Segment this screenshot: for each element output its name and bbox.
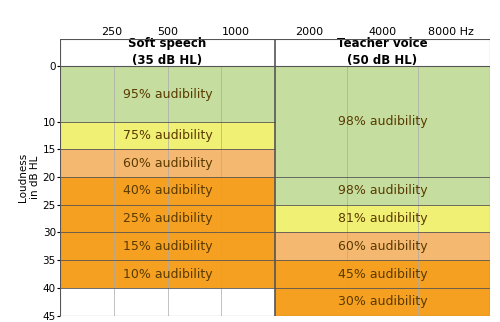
Text: 15% audibility: 15% audibility [122, 240, 212, 253]
Bar [275, 260, 490, 288]
Text: 25% audibility: 25% audibility [122, 212, 212, 225]
Bar [60, 232, 275, 260]
Text: 60% audibility: 60% audibility [338, 240, 428, 253]
Text: 81% audibility: 81% audibility [338, 212, 428, 225]
Bar [60, 122, 275, 149]
Text: Soft speech
(35 dB HL): Soft speech (35 dB HL) [128, 37, 206, 68]
Bar [60, 260, 275, 288]
Text: 4000: 4000 [368, 27, 396, 37]
Bar [60, 177, 275, 205]
Text: 95% audibility: 95% audibility [122, 88, 212, 100]
Text: 45% audibility: 45% audibility [338, 268, 428, 280]
Text: 1000: 1000 [222, 27, 250, 37]
Text: 10% audibility: 10% audibility [122, 268, 212, 280]
Y-axis label: Loudness
in dB HL: Loudness in dB HL [18, 153, 40, 202]
Bar [60, 288, 275, 316]
Bar [275, 39, 490, 66]
Bar [60, 39, 275, 66]
Bar [275, 66, 490, 177]
Text: 60% audibility: 60% audibility [122, 157, 212, 170]
Text: 30% audibility: 30% audibility [338, 295, 428, 308]
Bar [275, 232, 490, 260]
Text: 500: 500 [157, 27, 178, 37]
Text: 40% audibility: 40% audibility [122, 185, 212, 197]
Text: 98% audibility: 98% audibility [338, 115, 428, 128]
Text: 75% audibility: 75% audibility [122, 129, 212, 142]
Text: Teacher voice
(50 dB HL): Teacher voice (50 dB HL) [337, 37, 428, 68]
Text: 250: 250 [101, 27, 122, 37]
Bar [60, 205, 275, 232]
Bar [60, 149, 275, 177]
Text: 98% audibility: 98% audibility [338, 185, 428, 197]
Text: 8000 Hz: 8000 Hz [428, 27, 474, 37]
Bar [275, 205, 490, 232]
Text: 2000: 2000 [296, 27, 324, 37]
Bar [60, 66, 275, 122]
Bar [275, 288, 490, 316]
Bar [275, 177, 490, 205]
